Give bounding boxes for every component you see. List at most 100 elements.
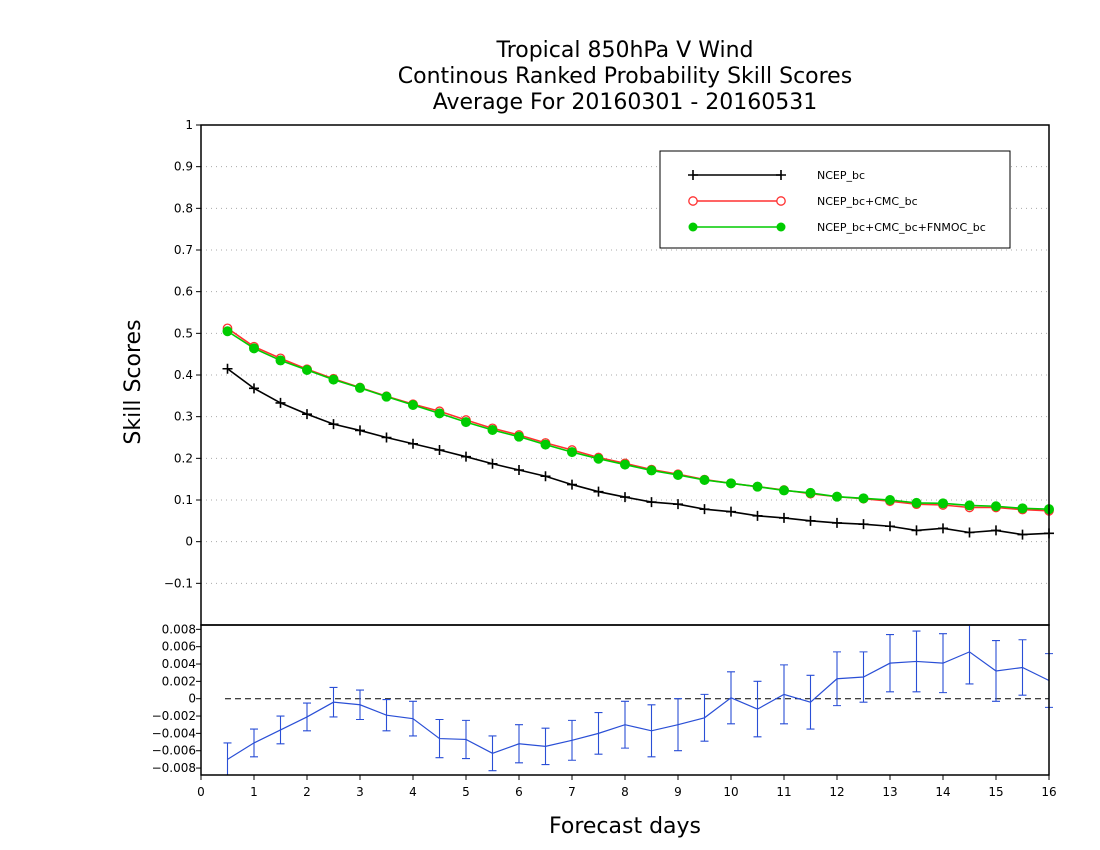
data-point <box>461 451 471 462</box>
x-tick-label: 12 <box>829 785 844 799</box>
data-point <box>938 498 948 509</box>
data-point <box>1017 503 1028 514</box>
error-bar <box>621 700 629 749</box>
x-tick-label: 11 <box>776 785 791 799</box>
diff-y-tick-label: 0.006 <box>162 640 196 654</box>
error-bar <box>541 727 550 766</box>
main-y-tick-label: 0.9 <box>174 160 193 174</box>
error-bar <box>886 633 894 693</box>
error-bar <box>223 742 232 776</box>
legend-swatch-marker <box>776 196 786 206</box>
data-point <box>434 445 445 455</box>
y-axis-label: Skill Scores <box>121 319 146 444</box>
data-point <box>885 521 895 532</box>
data-point <box>487 425 498 435</box>
main-y-tick-label: 0.8 <box>174 201 193 215</box>
x-tick-label: 6 <box>515 785 523 799</box>
main-y-tick-label: 0.7 <box>174 243 193 257</box>
data-point <box>832 517 842 528</box>
main-y-tick-label: 0.5 <box>174 326 193 340</box>
series-line <box>227 368 1050 536</box>
data-point <box>752 481 763 492</box>
x-tick-label: 1 <box>250 785 258 799</box>
data-point <box>381 432 392 443</box>
data-point <box>673 499 683 510</box>
data-point <box>620 492 630 503</box>
data-point <box>275 397 286 408</box>
data-point <box>805 515 816 526</box>
legend-swatch-marker <box>776 170 786 180</box>
main-plot-panel: 1 0.9 0.8 0.7 0.6 0.5 0.4 0.3 0.2 0.1 0 −0.1 NCEP_b… <box>164 118 1054 626</box>
data-point <box>567 479 577 490</box>
diff-y-tick-label: 0.008 <box>162 622 196 636</box>
data-point <box>434 408 445 419</box>
diff-series-layer <box>223 624 1053 776</box>
data-point <box>646 497 657 508</box>
error-bar <box>435 718 444 759</box>
diff-y-tick-label: −0.008 <box>152 761 196 775</box>
error-bar <box>806 674 815 730</box>
data-point <box>222 326 233 337</box>
chart-title-block: Tropical 850hPa V Wind Continous Ranked … <box>398 38 852 115</box>
data-point <box>302 409 312 420</box>
data-point <box>858 493 869 504</box>
legend-swatch-marker <box>776 222 786 232</box>
error-bar <box>329 686 338 718</box>
main-y-tick-label: 1 <box>185 118 193 132</box>
main-y-axis: 1 0.9 0.8 0.7 0.6 0.5 0.4 0.3 0.2 0.1 0 −0.1 <box>164 118 201 590</box>
legend: NCEP_bc NCEP_bc+CMC_bc NCEP_bc+CMC_bc+FNMO… <box>659 150 1011 249</box>
diff-y-tick-label: −0.004 <box>152 726 196 740</box>
data-point <box>726 478 736 489</box>
x-tick-label: 5 <box>462 785 470 799</box>
error-bar <box>382 699 391 732</box>
error-bar <box>912 630 921 693</box>
data-point <box>885 495 895 505</box>
error-bar <box>488 735 497 772</box>
data-point <box>593 453 604 464</box>
data-point <box>461 417 471 428</box>
error-bar <box>674 698 682 752</box>
data-point <box>620 459 630 470</box>
legend-swatch-marker <box>688 170 698 180</box>
error-bar <box>276 715 285 745</box>
error-bar <box>356 689 364 721</box>
data-point <box>911 525 922 536</box>
legend-label: NCEP_bc+CMC_bc+FNMOC_bc <box>817 221 986 234</box>
legend-swatch-marker <box>688 222 698 232</box>
x-axis-label: Forecast days <box>549 814 701 839</box>
error-bar <box>568 719 576 761</box>
data-point <box>540 471 551 482</box>
x-tick-label: 3 <box>356 785 364 799</box>
legend-entry: NCEP_bc+CMC_bc <box>688 195 918 208</box>
error-bar <box>780 664 788 725</box>
chart-title-line-1: Tropical 850hPa V Wind <box>495 38 753 63</box>
data-point <box>567 447 577 458</box>
x-tick-label: 4 <box>409 785 417 799</box>
data-point <box>487 458 498 469</box>
x-axis: 0 1 2 3 4 5 6 7 8 9 10 11 12 13 14 15 16 <box>197 775 1057 799</box>
diff-y-tick-label: 0.004 <box>162 657 196 671</box>
data-point <box>328 419 339 430</box>
series-line <box>227 330 1050 510</box>
data-point <box>964 527 975 538</box>
data-point <box>991 501 1001 512</box>
series-ncep-bc-cmc-bc <box>222 323 1054 516</box>
diff-y-tick-label: 0.002 <box>162 674 196 688</box>
series-ncep-bc <box>222 363 1054 540</box>
data-point <box>858 519 869 530</box>
main-y-tick-label: 0 <box>185 535 193 549</box>
main-y-tick-label: −0.1 <box>164 576 193 590</box>
x-tick-label: 2 <box>303 785 311 799</box>
legend-label: NCEP_bc <box>817 169 865 182</box>
error-bar <box>1018 639 1027 696</box>
x-tick-label: 10 <box>723 785 738 799</box>
data-point <box>699 504 710 515</box>
data-point <box>328 374 339 385</box>
main-y-tick-label: 0.2 <box>174 451 193 465</box>
x-tick-label: 14 <box>935 785 950 799</box>
legend-entry: NCEP_bc+CMC_bc+FNMOC_bc <box>688 221 986 234</box>
error-bar <box>462 719 470 760</box>
error-bar <box>700 693 709 742</box>
diff-y-tick-label: −0.002 <box>152 709 196 723</box>
data-point <box>832 491 842 502</box>
